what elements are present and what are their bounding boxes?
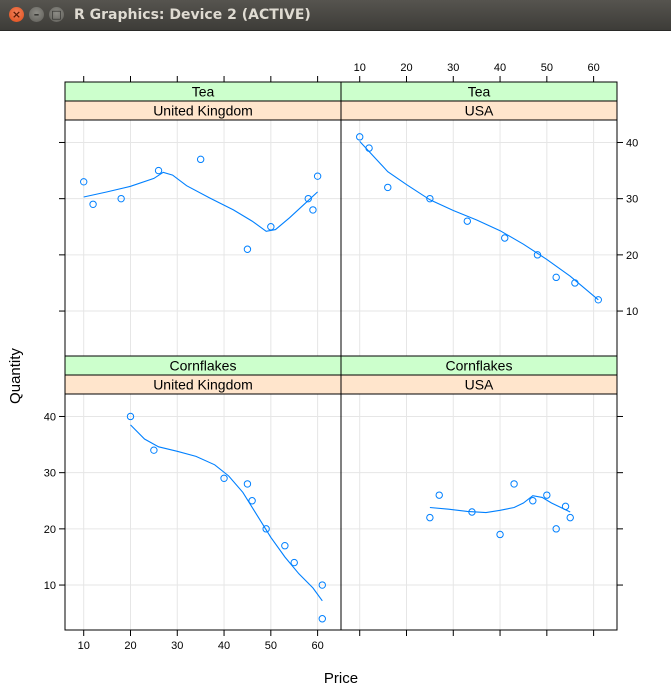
x-tick-label-bottom: 20 [124,640,136,652]
trellis-plot: Tea United Kingdom Tea USA Cornflakes United … [7,62,639,687]
y-tick-label-left: 20 [44,524,56,536]
smoother-line-cornflakes-uk [130,424,323,602]
data-point-cornflakes-usa [510,480,518,488]
smoother-line-tea-usa [359,141,599,301]
strip-top-label: Cornflakes [170,358,237,374]
data-point-cornflakes-usa [566,513,574,522]
data-point-tea-uk [313,172,322,180]
data-point-cornflakes-usa [543,491,551,499]
data-point-tea-usa [365,144,373,152]
y-axis-label: Quantity [7,348,24,404]
x-tick-label-top: 50 [541,62,553,74]
y-tick-label-left: 30 [44,468,56,480]
data-point-tea-uk [89,200,97,208]
panel-border-tea-uk [64,81,342,357]
data-point-tea-uk [117,194,125,203]
data-point-tea-usa [533,251,542,259]
data-point-cornflakes-uk [126,412,135,421]
data-point-cornflakes-uk [243,480,252,488]
y-tick-label-left: 10 [44,580,56,592]
strip-bottom-label: USA [465,103,494,119]
data-point-tea-usa [356,133,364,141]
data-point-cornflakes-usa [552,525,560,533]
strip-top-label: Cornflakes [446,358,513,374]
data-point-tea-uk [80,178,88,186]
data-point-tea-usa [501,234,509,242]
data-point-tea-usa [571,279,579,287]
data-point-cornflakes-usa [426,513,434,522]
data-point-tea-uk [309,206,317,214]
data-point-tea-usa [552,273,560,282]
grid-layer [65,120,617,630]
y-tick-label-left: 40 [44,411,56,423]
data-point-cornflakes-usa [529,497,537,505]
x-tick-label-top: 10 [354,62,366,74]
x-tick-label-bottom: 60 [311,640,323,652]
strip-top-label: Tea [192,84,215,100]
x-axis-label: Price [324,670,358,687]
data-point-tea-uk [243,245,252,253]
smoother-line-tea-uk [83,171,318,232]
data-point-tea-uk [196,155,205,164]
data-point-tea-usa [594,296,602,304]
window-title: R Graphics: Device 2 (ACTIVE) [74,7,311,23]
data-point-tea-uk [304,194,312,203]
x-tick-label-top: 40 [494,62,506,74]
data-point-tea-usa [384,183,392,192]
data-point-cornflakes-usa [496,530,504,539]
x-tick-label-bottom: 30 [171,640,183,652]
data-point-cornflakes-uk [281,542,289,550]
data-point-cornflakes-usa [435,491,443,499]
data-point-cornflakes-uk [150,446,158,454]
data-layer [80,133,602,623]
y-tick-label-right: 20 [626,250,638,262]
data-point-cornflakes-uk [318,615,326,623]
data-point-cornflakes-usa [468,508,476,516]
strip-bottom-label: United Kingdom [153,103,253,119]
x-tick-label-bottom: 40 [218,640,230,652]
y-tick-label-right: 40 [626,137,638,149]
panel-border-tea-usa [340,81,618,357]
data-point-cornflakes-uk [318,581,326,589]
data-point-tea-usa [463,217,472,225]
panel-border-cornflakes-usa [340,355,618,631]
strip-top-label: Tea [468,84,491,100]
x-tick-label-top: 20 [400,62,412,74]
data-point-cornflakes-usa [561,502,570,511]
window-minimize-button[interactable]: – [29,7,44,22]
data-point-tea-uk [154,166,163,175]
axes-layer: 10 10 20 20 30 30 40 40 50 50 60 60 10 10 20 20 30 30 40 40 [44,62,639,652]
x-tick-label-top: 60 [587,62,599,74]
y-tick-label-right: 30 [626,194,638,206]
data-point-cornflakes-uk [262,525,270,533]
data-point-cornflakes-uk [220,474,228,482]
window-titlebar: × – □ R Graphics: Device 2 (ACTIVE) [0,0,671,31]
strip-bottom-label: United Kingdom [153,377,253,393]
data-point-tea-usa [426,194,434,203]
x-tick-label-bottom: 50 [265,640,277,652]
strip-bottom-label: USA [465,377,494,393]
data-point-tea-uk [267,223,275,231]
data-point-cornflakes-uk [248,497,256,505]
frame-layer: Tea United Kingdom Tea USA Cornflakes United … [64,81,618,631]
text-layer: Price Quantity [7,348,358,687]
window-close-button[interactable]: × [9,7,24,22]
smoother-line-cornflakes-usa [429,495,571,514]
data-point-cornflakes-uk [290,558,298,567]
x-tick-label-bottom: 10 [78,640,90,652]
panel-border-cornflakes-uk [64,355,342,631]
window-maximize-button[interactable]: □ [49,7,64,22]
y-tick-label-right: 10 [626,306,638,318]
x-tick-label-top: 30 [447,62,459,74]
